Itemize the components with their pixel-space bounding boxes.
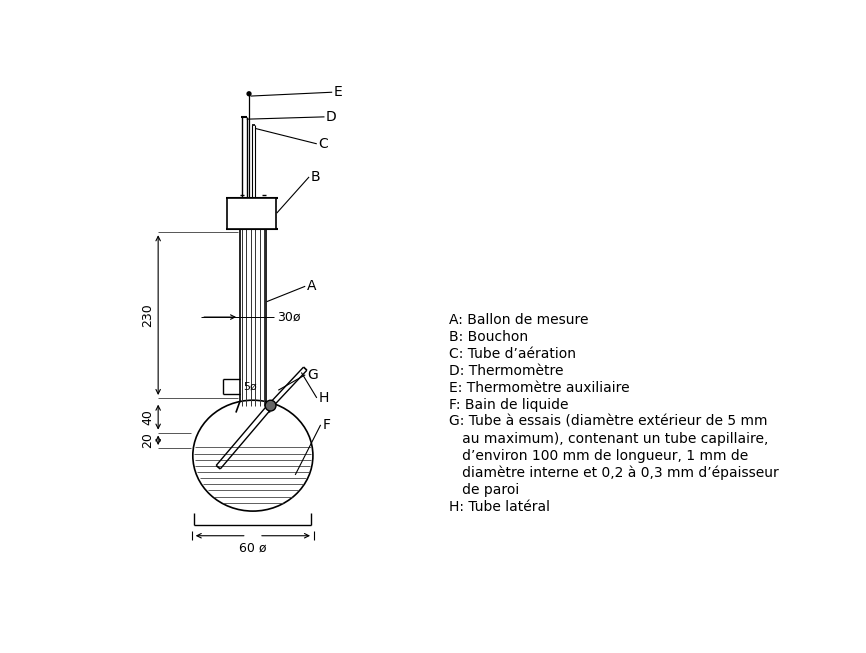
Text: B: B — [311, 170, 320, 184]
Text: D: D — [326, 110, 337, 124]
Text: 5ø: 5ø — [243, 381, 257, 391]
Text: H: Tube latéral: H: Tube latéral — [449, 500, 550, 513]
Text: F: Bain de liquide: F: Bain de liquide — [449, 398, 569, 412]
Circle shape — [265, 400, 276, 411]
Text: B: Bouchon: B: Bouchon — [449, 330, 528, 344]
Text: A: Ballon de mesure: A: Ballon de mesure — [449, 313, 589, 327]
Text: C: C — [319, 137, 328, 151]
Text: de paroi: de paroi — [449, 483, 520, 497]
Text: G: G — [307, 368, 318, 382]
Text: au maximum), contenant un tube capillaire,: au maximum), contenant un tube capillair… — [449, 432, 769, 446]
Text: C: Tube d’aération: C: Tube d’aération — [449, 347, 576, 361]
Text: d’environ 100 mm de longueur, 1 mm de: d’environ 100 mm de longueur, 1 mm de — [449, 449, 748, 463]
Text: E: Thermomètre auxiliaire: E: Thermomètre auxiliaire — [449, 381, 630, 395]
Text: 230: 230 — [141, 303, 154, 327]
Text: H: H — [319, 391, 329, 405]
Text: diamètre interne et 0,2 à 0,3 mm d’épaisseur: diamètre interne et 0,2 à 0,3 mm d’épais… — [449, 466, 779, 480]
Bar — [228, 198, 276, 229]
Text: F: F — [322, 418, 330, 432]
Text: 20: 20 — [141, 432, 154, 448]
Text: 40: 40 — [141, 409, 154, 425]
Text: 30ø: 30ø — [277, 311, 301, 323]
Text: E: E — [333, 86, 342, 99]
Ellipse shape — [193, 400, 313, 511]
Text: G: Tube à essais (diamètre extérieur de 5 mm: G: Tube à essais (diamètre extérieur de … — [449, 415, 768, 429]
Circle shape — [247, 92, 251, 96]
Text: 60 ø: 60 ø — [239, 542, 267, 555]
Text: A: A — [307, 279, 316, 293]
Text: D: Thermomètre: D: Thermomètre — [449, 364, 564, 378]
